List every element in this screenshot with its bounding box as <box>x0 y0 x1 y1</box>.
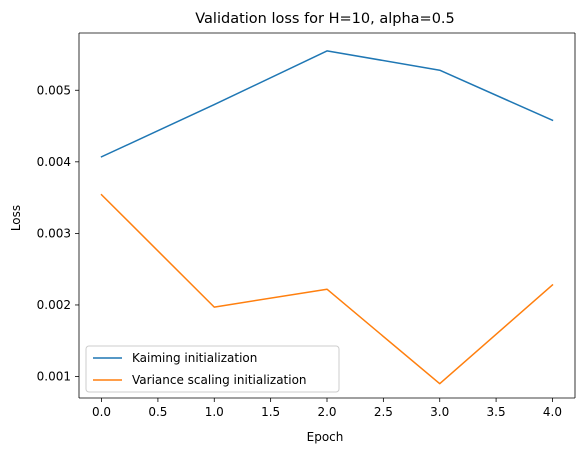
x-tick-label: 4.0 <box>543 405 562 419</box>
x-tick-label: 2.0 <box>317 405 336 419</box>
y-tick-label: 0.001 <box>37 370 71 384</box>
x-tick-label: 2.5 <box>374 405 393 419</box>
x-tick-label: 3.0 <box>430 405 449 419</box>
legend-label-2: Variance scaling initialization <box>132 373 307 387</box>
y-tick-label: 0.002 <box>37 298 71 312</box>
axes-layer: 0.0 0.5 1.0 1.5 2.0 2.5 3.0 3.5 4.0 0.001 0.002 0.0… <box>37 32 576 419</box>
y-tick-label: 0.003 <box>37 226 71 240</box>
x-tick-label: 1.0 <box>205 405 224 419</box>
legend-box <box>85 345 340 393</box>
x-tick-label: 0.0 <box>92 405 111 419</box>
legend-label-1: Kaiming initialization <box>132 351 257 365</box>
y-tick-label: 0.005 <box>37 83 71 97</box>
y-tick-label: 0.004 <box>37 155 71 169</box>
series-line-2 <box>100 193 554 385</box>
plot-area <box>79 33 575 398</box>
series-line-1 <box>100 50 554 158</box>
x-tick-label: 3.5 <box>487 405 506 419</box>
plot-layer <box>79 33 575 398</box>
x-tick-label: 0.5 <box>148 405 167 419</box>
x-axis-title: Epoch <box>307 430 344 444</box>
x-tick-label: 1.5 <box>261 405 280 419</box>
legend: Kaiming initialization Variance scaling i… <box>85 345 340 393</box>
chart-title: Validation loss for H=10, alpha=0.5 <box>195 11 455 27</box>
y-axis-title: Loss <box>9 205 23 231</box>
